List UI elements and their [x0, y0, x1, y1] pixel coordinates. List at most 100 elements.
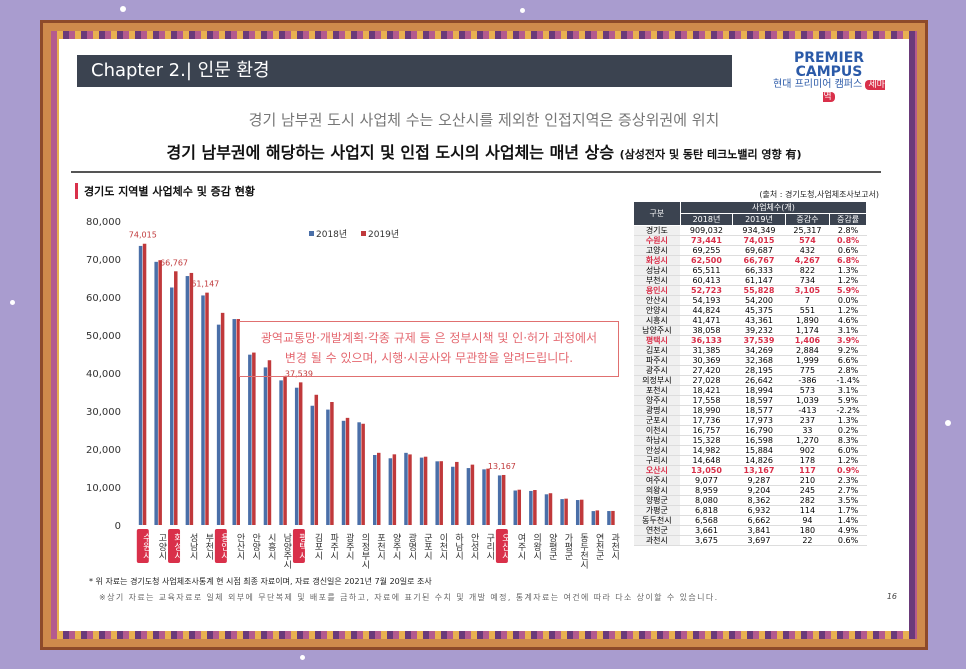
- x-tick-label: 연천군: [594, 533, 604, 560]
- table-cell-y2019: 61,147: [732, 275, 786, 286]
- table-cell-diff: 432: [785, 245, 830, 256]
- x-tick-label: 이천시: [437, 533, 447, 560]
- table-cell-region: 화성시: [633, 255, 681, 266]
- table-cell-y2019: 37,539: [732, 335, 786, 346]
- table-cell-region: 안산시: [633, 295, 681, 306]
- y-tick-label: 20,000: [86, 445, 121, 456]
- x-tick-label: 남양주시: [281, 533, 291, 569]
- table-cell-y2018: 38,058: [680, 325, 733, 336]
- bar-2019: [595, 510, 600, 525]
- table-cell-y2018: 65,511: [680, 265, 733, 276]
- table-row: 광주시 27,420 28,195 775 2.8%: [633, 365, 867, 376]
- bar-2018: [185, 276, 190, 525]
- table-header-group: 사업체수(개): [679, 201, 868, 214]
- table-cell-rate: 5.9%: [829, 395, 867, 406]
- table-cell-region: 의정부시: [633, 375, 681, 386]
- confetti-dot: [945, 420, 951, 426]
- bar-2019: [142, 243, 147, 526]
- data-label: 74,015: [129, 231, 157, 240]
- bar-2018: [435, 461, 439, 525]
- x-tick-label: 동두천시: [578, 533, 588, 569]
- table-cell-y2018: 13,050: [680, 465, 733, 476]
- table-cell-diff: 1,999: [785, 355, 830, 366]
- table-cell-region: 하남시: [633, 435, 681, 446]
- y-tick-label: 60,000: [86, 293, 121, 304]
- bar-2018: [404, 452, 408, 525]
- table-row: 양주시 17,558 18,597 1,039 5.9%: [633, 395, 867, 406]
- bar-2019: [455, 461, 459, 525]
- table-cell-diff: 734: [785, 275, 830, 286]
- table-cell-region: 군포시: [633, 415, 681, 426]
- y-tick-label: 40,000: [86, 369, 121, 380]
- table-cell-rate: 3.9%: [829, 335, 867, 346]
- y-tick-label: 30,000: [86, 407, 121, 418]
- x-tick-label: 용인시: [219, 533, 229, 560]
- table-row: 연천군 3,661 3,841 180 4.9%: [633, 525, 867, 536]
- x-tick-label: 양평군: [547, 533, 557, 560]
- table-cell-y2019: 9,287: [732, 475, 786, 486]
- table-cell-rate: 4.6%: [829, 315, 867, 326]
- table-cell-diff: 1,270: [785, 435, 830, 446]
- x-tick-label: 과천시: [609, 533, 619, 560]
- table-cell-region: 동두천시: [633, 515, 681, 526]
- bar-2018: [232, 319, 236, 525]
- table-cell-y2018: 17,558: [680, 395, 733, 406]
- table-cell-region: 양평군: [633, 495, 681, 506]
- table-header-region: 구분: [633, 201, 681, 226]
- table-row: 안성시 14,982 15,884 902 6.0%: [633, 445, 867, 456]
- table-cell-y2018: 15,328: [680, 435, 733, 446]
- table-cell-diff: 902: [785, 445, 830, 456]
- bar-2019: [501, 474, 506, 525]
- table-row: 과천시 3,675 3,697 22 0.6%: [633, 535, 867, 546]
- table-cell-y2019: 28,195: [732, 365, 786, 376]
- legend-swatch: [361, 231, 366, 236]
- table-cell-rate: 2.8%: [829, 225, 867, 236]
- table-cell-rate: 1.3%: [829, 415, 867, 426]
- table-cell-diff: 94: [785, 515, 830, 526]
- table-cell-y2018: 62,500: [680, 255, 733, 266]
- table-cell-y2019: 6,932: [732, 505, 786, 516]
- table-cell-diff: 245: [785, 485, 830, 496]
- table-cell-region: 이천시: [633, 425, 681, 436]
- x-tick-label: 양주시: [391, 533, 401, 560]
- bar-chart: 0 10,000 20,000 30,000 40,000 50,000 60,000 70,…: [86, 217, 619, 569]
- table-cell-region: 광주시: [633, 365, 681, 376]
- table-cell-rate: 1.2%: [829, 305, 867, 316]
- bar-2018: [529, 490, 533, 525]
- x-tick-label: 의왕시: [531, 533, 541, 560]
- table-cell-region: 여주시: [633, 475, 681, 486]
- y-tick-label: 50,000: [86, 331, 121, 342]
- table-cell-region: 파주시: [633, 355, 681, 366]
- table-cell-rate: 1.2%: [829, 275, 867, 286]
- table-cell-y2018: 16,757: [680, 425, 733, 436]
- table-cell-rate: 1.4%: [829, 515, 867, 526]
- bar-2018: [326, 409, 330, 525]
- bar-2018: [466, 468, 471, 525]
- table-cell-y2018: 18,990: [680, 405, 733, 416]
- bar-2019: [377, 452, 381, 525]
- table-cell-y2018: 3,661: [680, 525, 733, 536]
- data-label: 13,167: [488, 462, 516, 471]
- table-row: 여주시 9,077 9,287 210 2.3%: [633, 475, 867, 486]
- bar-2019: [361, 423, 365, 525]
- bar-2019: [236, 319, 240, 525]
- table-cell-diff: 551: [785, 305, 830, 316]
- table-cell-y2018: 14,982: [680, 445, 733, 456]
- copyright-note: ※상기 자료는 교육자료로 일체 외부에 무단복제 및 배포를 금하고, 자료에…: [99, 593, 719, 602]
- table-col-header: 증감수: [784, 213, 831, 226]
- table-cell-y2019: 17,973: [732, 415, 786, 426]
- table-cell-rate: 0.9%: [829, 465, 867, 476]
- x-tick-label: 화성시: [172, 533, 182, 560]
- x-tick-label: 구리시: [484, 533, 494, 560]
- bar-2018: [154, 261, 158, 525]
- x-tick-label: 하남시: [453, 533, 463, 560]
- bar-2018: [560, 499, 564, 525]
- table-col-header: 2019년: [732, 213, 786, 226]
- bar-2019: [392, 454, 397, 525]
- table-cell-region: 의왕시: [633, 485, 681, 496]
- bar-2019: [517, 489, 522, 525]
- table-cell-region: 김포시: [633, 345, 681, 356]
- bar-2019: [283, 375, 287, 525]
- table-row: 안산시 54,193 54,200 7 0.0%: [633, 295, 867, 306]
- table-cell-y2019: 3,697: [732, 535, 786, 546]
